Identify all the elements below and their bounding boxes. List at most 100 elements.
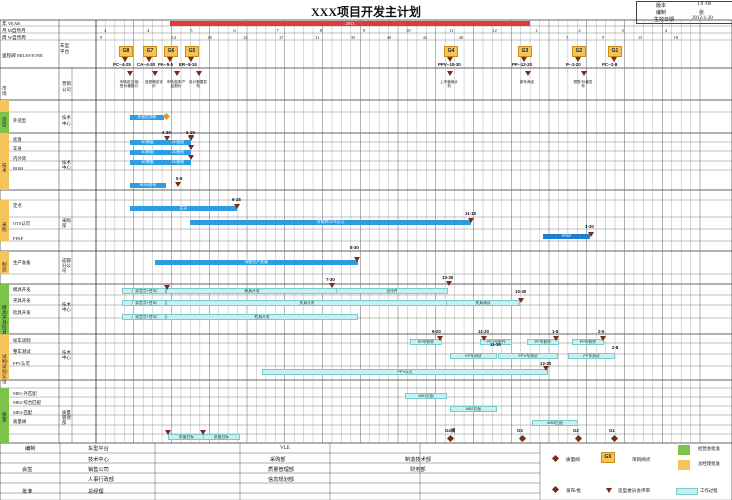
bar-chassis-3d: 3D数据 <box>130 140 165 145</box>
bar-body-2d: 2D图纸 <box>165 150 191 155</box>
marketing-milestone-2 <box>174 71 180 76</box>
ms-trim <box>188 155 194 160</box>
section-5: 模具/夹具/检具 <box>2 305 8 335</box>
info-version-label: 版本 <box>656 4 667 9</box>
bar-trim-2d: 2D图纸 <box>165 160 191 165</box>
footer-dept-2: 技术中心 <box>88 457 109 463</box>
ms-fixture <box>518 298 524 303</box>
gate-marker-0 <box>122 57 128 62</box>
row-dept-1-0: 技术中心 <box>62 115 71 126</box>
gate-g7: G7 <box>143 46 157 57</box>
bar-mould-a: 厂家定点+合同 <box>122 288 166 294</box>
date-mould1: 7-30 <box>326 277 335 282</box>
month-label-13: 4 <box>664 28 667 33</box>
ms-ots <box>468 218 474 223</box>
row-label-2-2: 内外饰 <box>13 156 27 161</box>
month-label-4: 7 <box>276 28 279 33</box>
week-label-10: 48 <box>458 35 463 40</box>
week-label-3: 18 <box>207 35 212 40</box>
gate-g1: G1 <box>608 46 622 57</box>
section-dept-3: 采购部 <box>62 218 71 228</box>
legend-gate: 项目阀点 <box>632 457 651 462</box>
gate-marker-6 <box>575 57 581 62</box>
bar-gauge-b: 检具开发 <box>166 314 358 320</box>
bar-proto-ep: EP车制作 <box>410 339 442 345</box>
bar-test-ppv: PPV车测试 <box>498 353 558 359</box>
footer-dept-10: 总经理 <box>88 489 104 495</box>
date-ppv: 12-30 <box>540 361 552 366</box>
month-label-12: 3 <box>621 28 624 33</box>
bar-mb2: MB2匹配 <box>450 406 497 412</box>
footer-dept-4: 制造技术部 <box>405 457 431 463</box>
footer-compile: 编制 <box>25 446 36 452</box>
date-proto4: 2-5 <box>598 329 605 334</box>
marketing-note-0: 市场定位/销售价格指引 <box>119 80 139 89</box>
row-label-7-3: 质量阀 <box>13 419 27 424</box>
week-label-6: 31 <box>315 35 320 40</box>
row-label-2-1: 车身 <box>13 146 22 151</box>
info-version-value: 1.0 -00 <box>697 2 712 7</box>
date-ots: 11-15 <box>465 211 476 216</box>
row-label-3-0: 定点 <box>13 203 22 208</box>
footer-dept-3: 采购部 <box>270 457 286 463</box>
month-label-3: 6 <box>233 28 236 33</box>
bar-gauge-a: 厂家定点+合同 <box>122 314 166 320</box>
legend-gm: 总经理批准 <box>698 461 720 466</box>
bar-proto-pp2: PP车制作 <box>572 339 604 345</box>
week-label-15: 13 <box>637 35 643 40</box>
week-label-5: 27 <box>279 35 284 40</box>
ms-q-a <box>165 430 171 435</box>
gate-date-5: PP--12-20 <box>512 62 533 67</box>
date-proto1: 9-20 <box>432 329 441 334</box>
date-mould3: 10-30 <box>515 289 527 294</box>
ms-mould1 <box>329 283 335 288</box>
row-label-5-0: 模具开发 <box>13 287 31 292</box>
legend-green-icon <box>678 445 690 455</box>
month-label-8: 11 <box>449 28 454 33</box>
gate-g4: G4 <box>444 46 458 57</box>
gate-date-3: ER--5-15 <box>179 62 197 67</box>
week-label-7: 35 <box>351 35 356 40</box>
month-label-7: 10 <box>405 28 411 33</box>
gate-marker-7 <box>611 57 617 62</box>
month-label-1: 4 <box>147 28 150 33</box>
marketing-milestone-5 <box>525 71 531 76</box>
gate-date-4: PPV--10-30 <box>438 62 461 67</box>
marketing-milestone-6 <box>581 71 587 76</box>
ms-body <box>188 145 194 150</box>
ms-ppap <box>588 232 594 237</box>
row-label-2-0: 底盘 <box>13 137 22 142</box>
milestone-label: 里程碑 MILESTONE <box>2 53 43 58</box>
legend-release: 发布/批 <box>566 488 582 493</box>
section-3: 采购 <box>2 222 7 232</box>
marketing-note-5: 新车命名 <box>519 80 535 84</box>
footer-dept-5: 销售公司 <box>88 467 109 473</box>
bar-bom: BOM发布 <box>130 183 166 188</box>
section-dept-5: 技术中心 <box>62 302 71 312</box>
bar-mb1: MB1匹配 <box>405 393 447 399</box>
week-label-2: 14 <box>171 35 176 40</box>
marketing-milestone-1 <box>152 71 158 76</box>
bar-prod: 成都生产准备 <box>155 260 358 265</box>
car-platform-label: 车型平台 <box>60 43 70 54</box>
page-title: XXX项目开发主计划 <box>311 5 421 19</box>
doc-info: 版本 1.0 -00 编制 张 生效日期 2012-1-20 <box>636 1 732 24</box>
row-label-7-0: MB1-外匹配 <box>13 391 37 396</box>
footer-dept-9: 信息规划部 <box>268 477 294 483</box>
bar-ots: 外购件OTS认可 <box>190 220 471 225</box>
section-6: 试制/试验/认证 <box>2 354 8 384</box>
row-label-5-2: 检具开发 <box>13 310 31 315</box>
section-dept-2: 技术中心 <box>62 160 71 170</box>
month-label-6: 9 <box>362 28 366 33</box>
ms-q-b <box>200 430 206 435</box>
week-label-4: 22 <box>243 35 248 40</box>
ms-mould-c <box>164 285 170 290</box>
date-qgate4: G1 <box>609 428 615 433</box>
legend-gate-icon: GX <box>601 452 615 463</box>
row-label-2-3: BOM <box>13 166 24 171</box>
bar-trim-3d: 3D数据 <box>130 160 165 165</box>
bar-mould-b: 模具开发 <box>166 288 338 294</box>
row-label-3-2: PPAP <box>13 236 24 241</box>
row-label-1-0: 外造型 <box>13 118 27 123</box>
gate-g6: G6 <box>164 46 178 57</box>
